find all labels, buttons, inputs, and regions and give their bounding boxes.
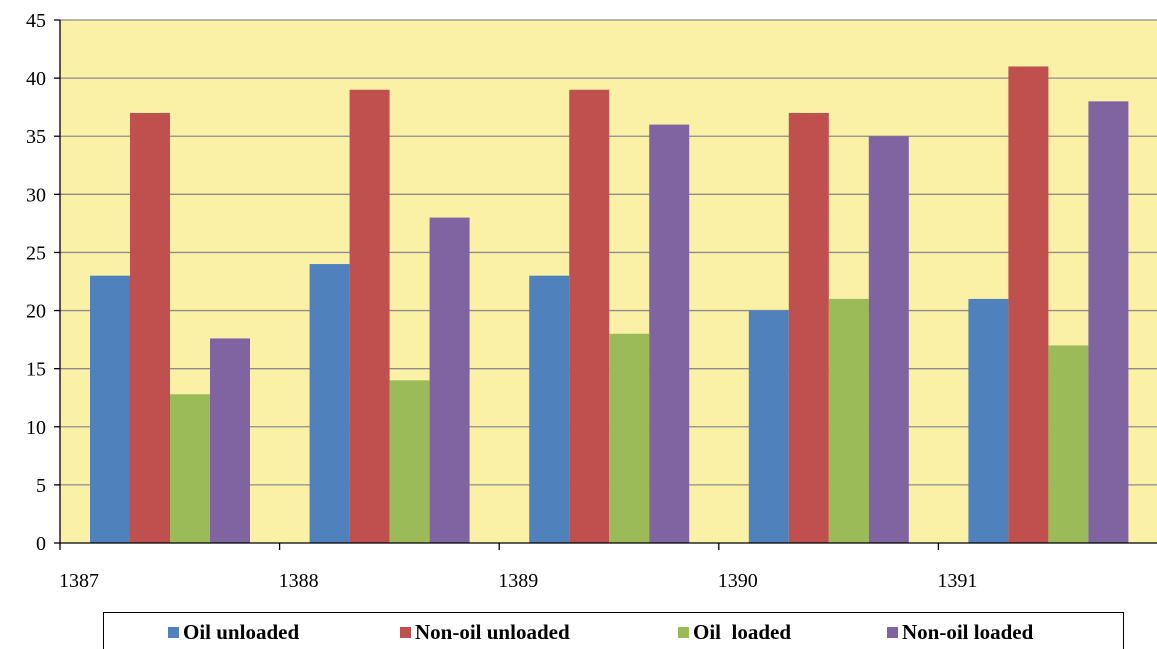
bar [748,310,789,543]
x-tick-label: 1391 [937,570,977,592]
y-axis-ticks: 0 5 10 15 20 25 30 35 40 45 [26,10,60,555]
bar [609,333,650,543]
legend-swatch-oil-loaded [678,627,689,638]
bar [130,112,170,543]
x-tick-label: 1388 [279,570,319,592]
legend-label-oil-loaded: Oil loaded [693,620,792,644]
bar [1048,345,1089,543]
legend-item-non-oil-unloaded: Non-oil unloaded [400,620,570,645]
bar [210,338,250,543]
legend-label-non-oil-unloaded: Non-oil unloaded [415,620,570,644]
bars [90,66,1129,544]
y-tick-label: 15 [26,359,46,381]
bar [309,264,350,543]
bar [828,298,869,543]
legend-swatch-non-oil-unloaded [400,627,411,638]
legend-item-oil-loaded: Oil loaded [678,620,791,645]
bar [569,89,610,543]
y-tick-label: 10 [26,417,46,439]
legend: Oil unloaded Non-oil unloaded Oil loaded… [103,612,1124,649]
bar [1008,66,1049,543]
y-tick-label: 45 [26,10,46,32]
legend-swatch-oil-unloaded [168,627,179,638]
y-tick-label: 0 [36,533,46,555]
legend-item-non-oil-loaded: Non-oil loaded [887,620,1033,645]
bar [788,112,829,543]
legend-label-oil-unloaded: Oil unloaded [183,620,300,644]
bar [429,217,470,544]
legend-label-non-oil-loaded: Non-oil loaded [902,620,1034,644]
legend-item-oil-unloaded: Oil unloaded [168,620,299,645]
bar [90,275,130,543]
x-tick-label: 1387 [59,570,99,592]
y-tick-label: 30 [26,184,46,206]
y-tick-label: 20 [26,301,46,323]
bar [170,394,210,543]
bar [649,124,690,543]
x-axis-ticks: 1387 1388 1389 1390 1391 [59,543,977,592]
bar [389,380,430,543]
x-tick-label: 1389 [498,570,538,592]
x-tick-label: 1390 [718,570,758,592]
bar [1088,101,1129,543]
y-tick-label: 25 [26,242,46,264]
y-tick-label: 5 [36,475,46,497]
bar [529,275,570,543]
y-tick-label: 35 [26,126,46,148]
y-tick-label: 40 [26,68,46,90]
bar [349,89,390,543]
bar [868,136,909,543]
bar [968,298,1009,543]
legend-swatch-non-oil-loaded [887,627,898,638]
bar-chart: 0 5 10 15 20 25 30 35 40 45 1387 1388 1389 1390 1391 [26,10,1157,592]
